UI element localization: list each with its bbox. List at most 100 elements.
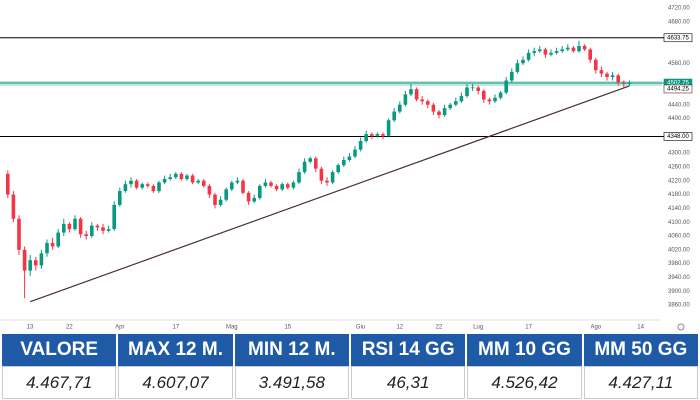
x-tick-label: 12	[396, 325, 403, 331]
candle-body	[56, 232, 60, 247]
price-label: 4348.00	[667, 134, 689, 140]
candle-body	[258, 185, 262, 199]
y-tick-label: 4140.00	[668, 206, 690, 212]
candle-body	[465, 87, 469, 97]
x-tick-label: 13	[27, 325, 34, 331]
candle-body	[610, 75, 615, 78]
candle-body	[308, 158, 312, 162]
y-tick-label: 3980.00	[668, 261, 690, 267]
candle-body	[213, 194, 217, 205]
candle-body	[582, 45, 587, 50]
settings-icon[interactable]	[677, 323, 685, 331]
price-label: 4494.25	[667, 87, 689, 93]
price-label: 4633.75	[667, 35, 689, 41]
price-label-box	[663, 84, 693, 94]
chart: 4720.00 4680.00 4560.00 4440.00 4400.00 4300.…	[0, 6, 693, 331]
value-cell: 46,31	[350, 366, 466, 399]
y-tick-label: 4400.00	[668, 116, 690, 122]
y-tick-label: 4260.00	[668, 164, 690, 170]
y-tick-label: 4680.00	[668, 19, 690, 25]
y-tick-label: 4100.00	[668, 220, 690, 226]
candle-body	[39, 253, 44, 266]
candle-body	[437, 111, 441, 116]
candle-body	[90, 225, 94, 237]
candle-body	[118, 191, 122, 205]
candle-body	[28, 260, 32, 271]
candle-body	[22, 249, 27, 271]
stats-table: VALORE MAX 12 M. MIN 12 M. RSI 14 GG MM 10 G…	[0, 334, 700, 399]
candle-body	[358, 140, 363, 150]
candle-body	[45, 242, 49, 254]
candle-body	[101, 227, 105, 231]
candle-body	[202, 180, 206, 186]
candle-body	[476, 87, 480, 91]
candle-body	[493, 97, 497, 102]
candle-body	[627, 83, 632, 84]
candle-body	[168, 177, 172, 180]
candle-body	[78, 218, 83, 235]
candle-body	[353, 149, 357, 157]
candle-body	[50, 242, 55, 247]
candle-body	[252, 198, 256, 202]
candle-body	[487, 99, 492, 102]
x-tick-label: 15	[284, 325, 291, 331]
x-tick-label: 17	[525, 325, 532, 331]
candle-body	[482, 90, 486, 100]
header-cell: MM 50 GG	[583, 334, 698, 366]
x-tick-label: 14	[637, 325, 644, 331]
candle-body	[207, 185, 212, 195]
candle-body	[112, 204, 116, 230]
header-cell: MAX 12 M.	[118, 334, 233, 366]
candle-body	[588, 49, 592, 60]
candle-body	[263, 182, 268, 186]
value-cell: 3.491,58	[234, 366, 349, 399]
candle-body	[375, 134, 380, 136]
candle-body	[521, 59, 525, 64]
trendline	[29, 85, 630, 303]
candle-body	[442, 108, 447, 116]
candle-body	[599, 70, 604, 74]
x-tick-label: Giu	[356, 325, 365, 331]
candle-body	[347, 156, 352, 160]
x-tick-label: 17	[172, 325, 179, 331]
candle-body	[459, 96, 464, 102]
y-tick-label: 3940.00	[668, 275, 690, 281]
candle-body	[224, 189, 228, 200]
candle-body	[280, 184, 284, 190]
candle-body	[62, 223, 66, 233]
x-tick-label: Apr	[115, 325, 124, 331]
candle-body	[11, 194, 16, 219]
candle-body	[190, 175, 195, 183]
candle-body	[470, 87, 475, 89]
candle-body	[336, 165, 340, 173]
price-label-box	[663, 33, 693, 43]
candle-body	[151, 185, 156, 192]
header-cell: RSI 14 GG	[350, 334, 466, 366]
header-cell: MIN 12 M.	[234, 334, 349, 366]
candle-body	[297, 172, 301, 183]
value-cell: 4.526,42	[467, 366, 582, 399]
y-tick-label: 3900.00	[668, 289, 690, 295]
price-label-box	[663, 132, 693, 141]
candle-body	[330, 172, 335, 183]
candle-body	[6, 173, 10, 195]
candle-body	[498, 92, 503, 98]
y-tick-label: 3860.00	[668, 303, 690, 309]
candle-body	[34, 260, 38, 266]
candle-body	[314, 158, 318, 169]
x-tick-label: Lug	[473, 325, 483, 331]
value-cell: 4.607,07	[118, 366, 233, 399]
candle-body	[185, 175, 189, 180]
candle-body	[414, 89, 419, 100]
y-tick-label: 4720.00	[668, 6, 690, 12]
candle-body	[17, 218, 21, 250]
candle-body	[235, 180, 240, 183]
candle-body	[162, 179, 167, 183]
header-cell: VALORE	[2, 334, 117, 366]
candle-body	[230, 182, 234, 190]
candle-body	[510, 71, 514, 81]
header-row: VALORE MAX 12 M. MIN 12 M. RSI 14 GG MM 10 G…	[2, 334, 698, 366]
candle-body	[403, 94, 408, 105]
candle-body	[549, 52, 553, 55]
